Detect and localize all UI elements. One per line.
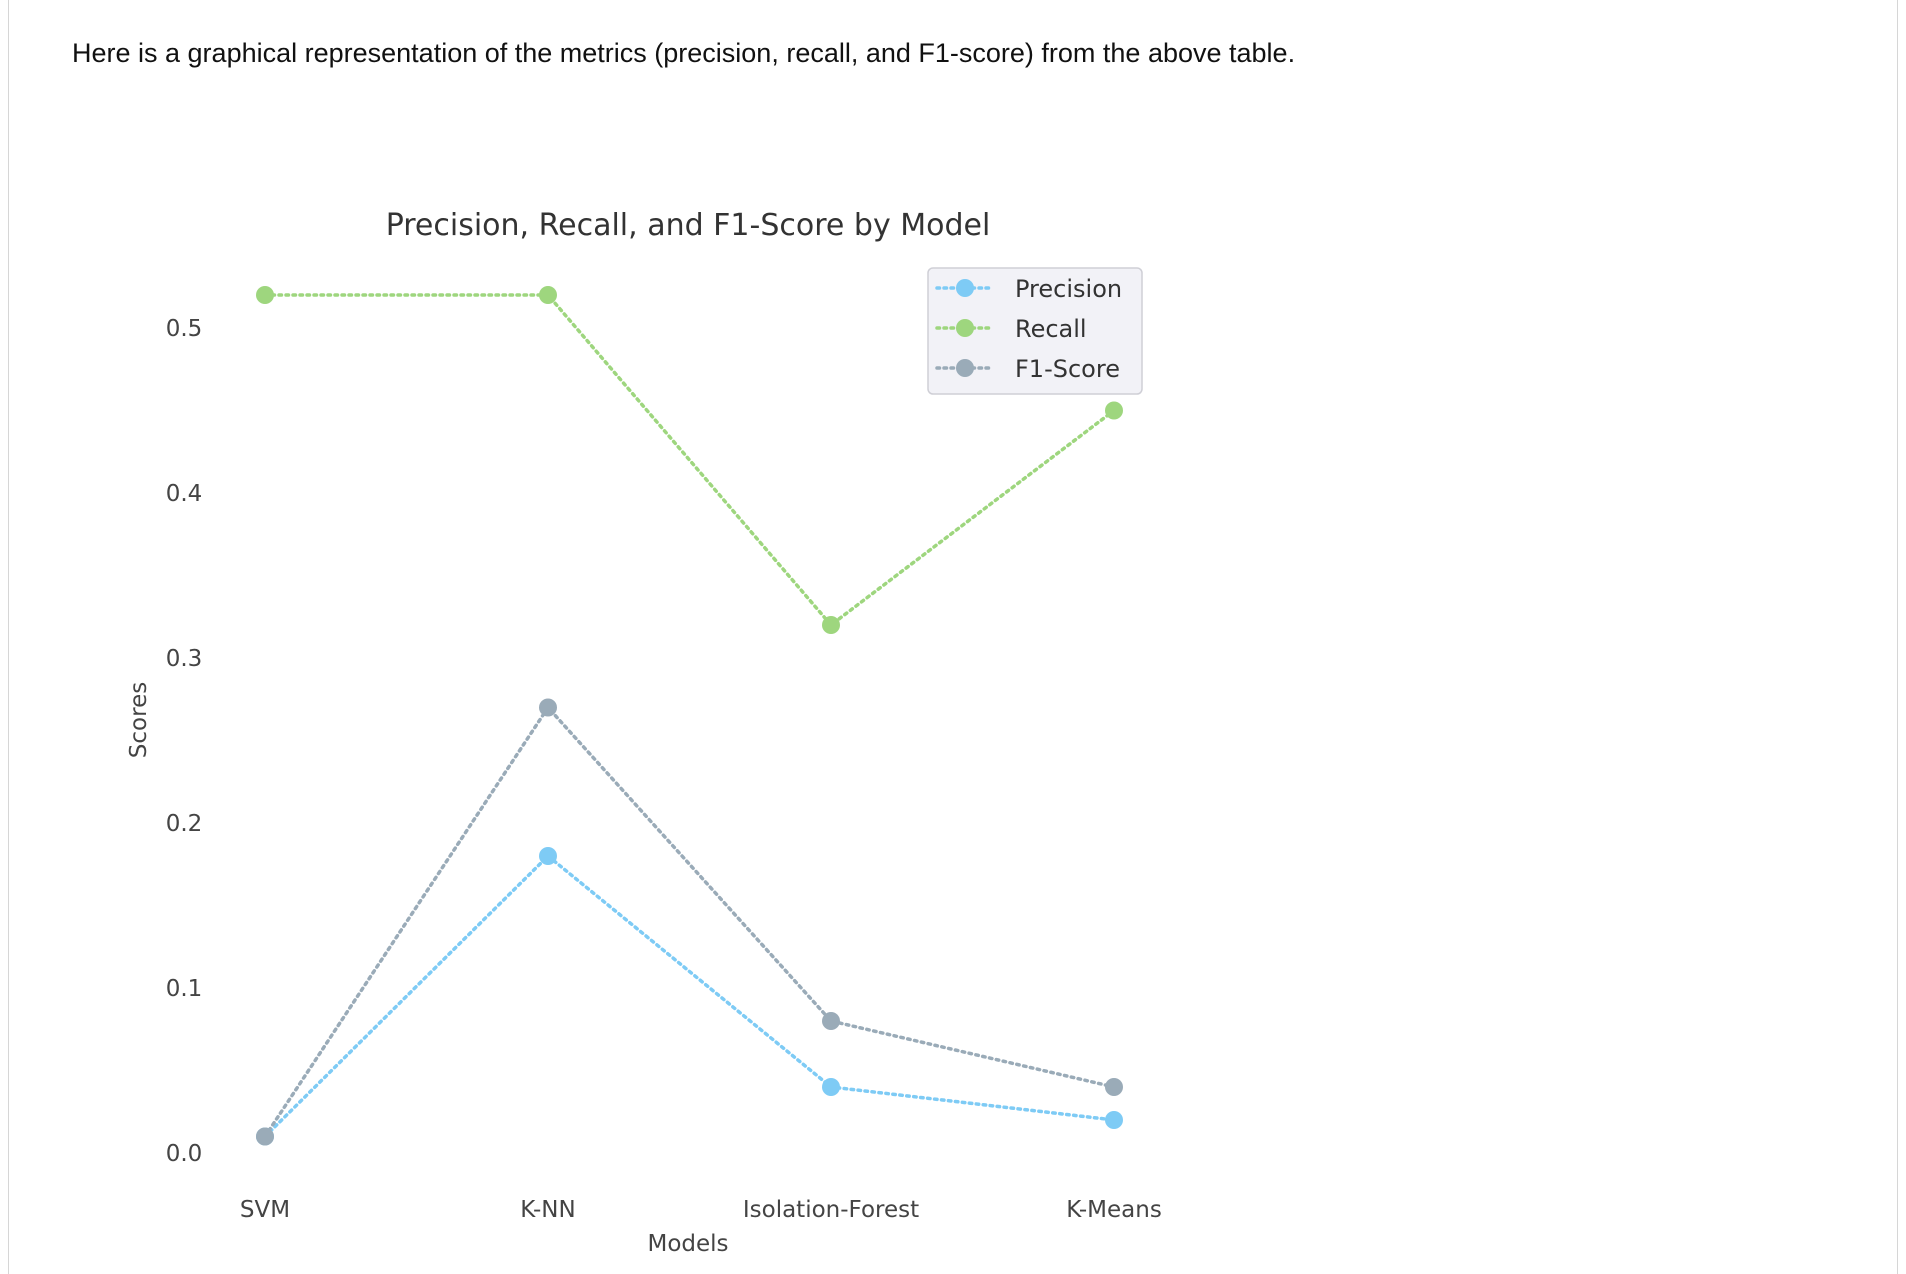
- series-layer: [256, 286, 1123, 1146]
- data-point-f1-score: [539, 698, 557, 717]
- data-point-recall: [256, 286, 274, 304]
- legend-marker-f1-score: [956, 359, 974, 377]
- data-point-recall: [1105, 401, 1123, 420]
- legend-marker-precision: [956, 279, 974, 297]
- series-line-recall: [263, 293, 1116, 628]
- legend-label-recall: Recall: [1015, 315, 1087, 343]
- chart-title: Precision, Recall, and F1-Score by Model: [386, 208, 991, 243]
- y-tick-label: 0.5: [166, 316, 203, 342]
- content-frame: [8, 0, 1898, 1274]
- data-point-f1-score: [256, 1127, 274, 1146]
- data-point-f1-score: [1105, 1078, 1123, 1096]
- x-axis-ticks: SVM K-NN Isolation-Forest K-Means: [240, 1197, 1162, 1223]
- y-axis-ticks: 0.0 0.1 0.2 0.3 0.4 0.5: [166, 316, 203, 1167]
- y-tick-label: 0.4: [166, 481, 203, 507]
- y-tick-label: 0.1: [166, 976, 203, 1002]
- data-point-precision: [1105, 1111, 1123, 1129]
- x-tick-label: K-Means: [1066, 1197, 1162, 1223]
- data-point-recall: [539, 286, 557, 304]
- legend: Precision Recall F1-Score: [927, 267, 1143, 395]
- data-point-precision: [822, 1078, 840, 1096]
- y-tick-label: 0.2: [166, 811, 203, 837]
- intro-text: Here is a graphical representation of th…: [72, 38, 1296, 68]
- series-line-f1-score: [263, 704, 1116, 1139]
- x-tick-label: Isolation-Forest: [743, 1197, 919, 1223]
- series-line-precision: [263, 853, 1116, 1139]
- data-point-precision: [539, 847, 557, 865]
- x-axis-label: Models: [647, 1231, 728, 1257]
- y-axis-label: Scores: [126, 682, 152, 758]
- data-point-recall: [822, 616, 840, 634]
- x-tick-label: K-NN: [520, 1197, 575, 1223]
- legend-box: [927, 267, 1143, 395]
- legend-marker-recall: [956, 319, 974, 337]
- y-tick-label: 0.0: [166, 1141, 203, 1167]
- legend-label-precision: Precision: [1015, 275, 1122, 303]
- data-point-f1-score: [822, 1012, 840, 1030]
- legend-label-f1-score: F1-Score: [1015, 355, 1120, 383]
- x-tick-label: SVM: [240, 1197, 290, 1223]
- y-tick-label: 0.3: [166, 646, 203, 672]
